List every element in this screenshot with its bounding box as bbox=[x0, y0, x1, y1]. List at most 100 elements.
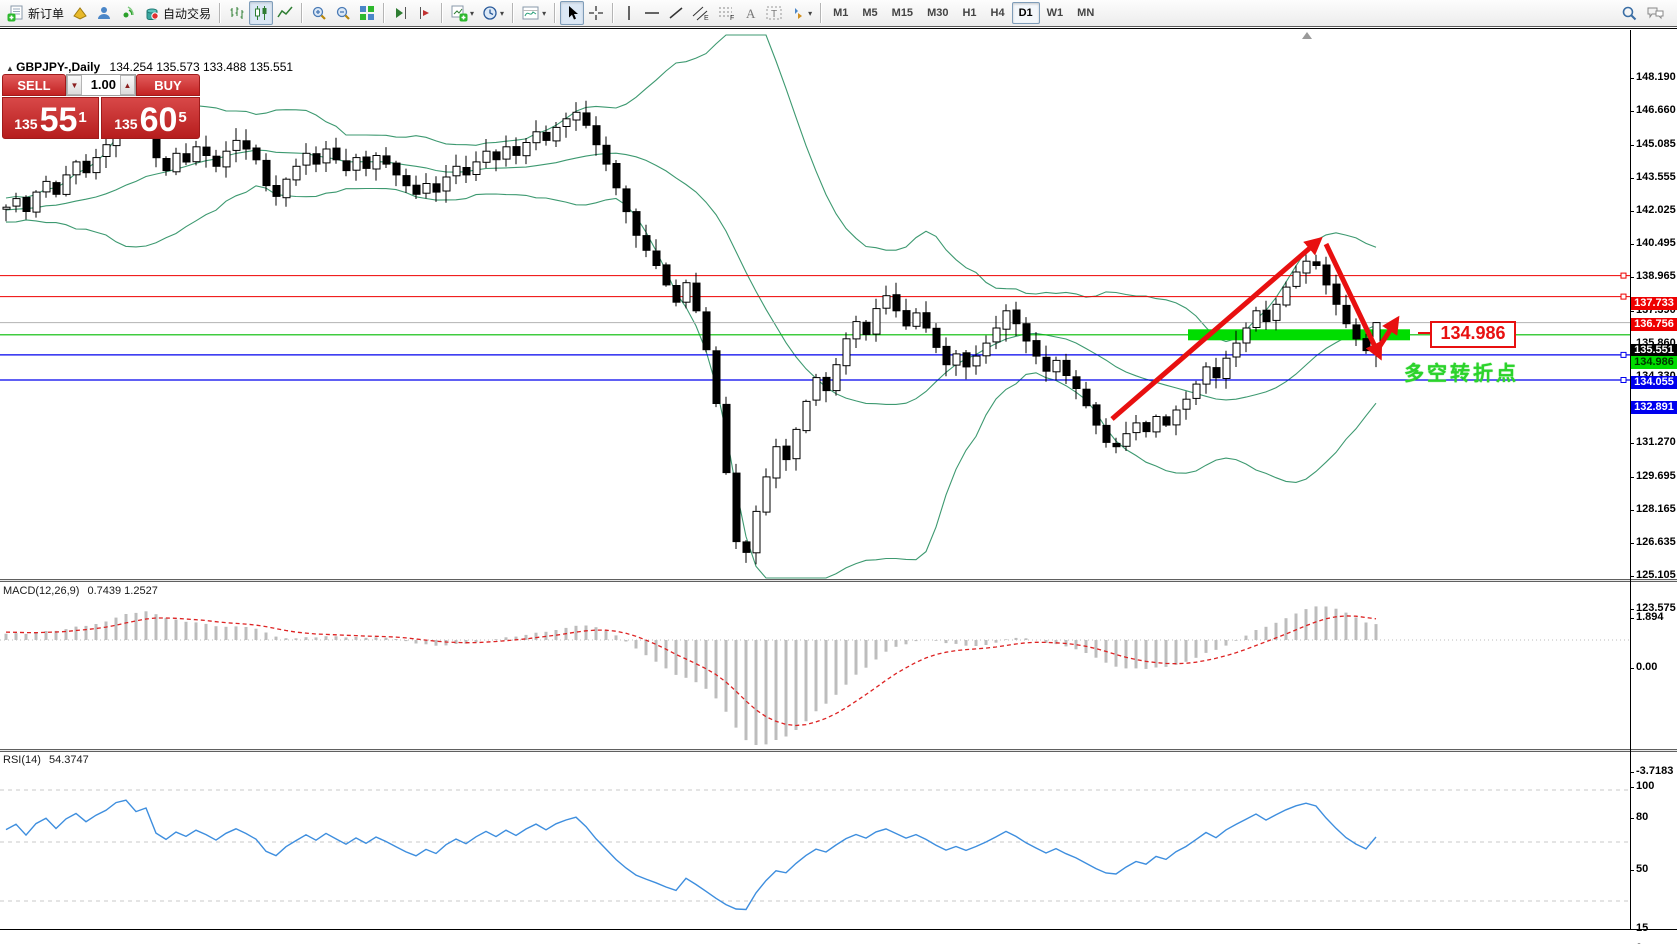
timeframe-m30[interactable]: M30 bbox=[927, 7, 949, 19]
channel-button[interactable]: E bbox=[688, 1, 714, 25]
search-button[interactable] bbox=[1617, 1, 1642, 25]
rsi-pane-splitter[interactable] bbox=[0, 749, 1677, 752]
indicator-tick-label: 15 bbox=[1636, 922, 1649, 934]
chart-shift-button[interactable] bbox=[413, 1, 437, 25]
trend-arrow[interactable] bbox=[1110, 236, 1323, 421]
toolbar-separator bbox=[512, 3, 515, 23]
auto-scroll-button[interactable] bbox=[389, 1, 413, 25]
indicator-tick bbox=[1630, 772, 1634, 773]
sell-price-button[interactable]: 135 55 1 bbox=[2, 97, 99, 139]
indicators-button[interactable]: ▾ bbox=[518, 1, 550, 25]
price-tick bbox=[1630, 442, 1634, 444]
price-level-badge: 132.891 bbox=[1631, 401, 1677, 415]
text-label-button[interactable]: T bbox=[762, 1, 786, 25]
price-tick-label: 128.165 bbox=[1636, 502, 1676, 515]
price-tick-label: 148.190 bbox=[1636, 71, 1676, 83]
cursor-group bbox=[559, 1, 609, 26]
indicator-window-icon bbox=[522, 5, 540, 21]
timeframe-m15[interactable]: M15 bbox=[891, 7, 914, 19]
crosshair-button[interactable] bbox=[584, 1, 608, 25]
mql5-icon bbox=[96, 5, 112, 21]
metaeditor-button[interactable] bbox=[68, 1, 92, 25]
indicator-tick-label: 100 bbox=[1636, 780, 1655, 792]
zoom-in-button[interactable] bbox=[307, 1, 331, 25]
price-tick bbox=[1630, 210, 1634, 212]
one-click-trading-panel: SELL ▼ 1.00 ▲ BUY 135 55 1 135 60 5 bbox=[2, 74, 200, 139]
toolbar-right-group bbox=[1617, 1, 1675, 25]
timeframe-h4[interactable]: H4 bbox=[990, 7, 1005, 19]
line-chart-button[interactable] bbox=[273, 1, 297, 25]
signals-button[interactable] bbox=[116, 1, 140, 25]
support-price-label[interactable]: 134.986 bbox=[1430, 321, 1516, 348]
sell-button[interactable]: SELL bbox=[2, 74, 66, 96]
price-tick-label: 126.635 bbox=[1636, 535, 1676, 548]
chart-shift-marker[interactable] bbox=[1302, 32, 1312, 39]
mql5-community-button[interactable] bbox=[92, 1, 116, 25]
svg-text:A: A bbox=[746, 6, 756, 21]
vertical-line-icon bbox=[622, 5, 636, 21]
buy-price-button[interactable]: 135 60 5 bbox=[101, 97, 200, 139]
toolbar-separator bbox=[383, 3, 386, 23]
price-tick-label: 125.105 bbox=[1636, 568, 1676, 581]
autotrading-icon bbox=[144, 5, 160, 21]
timeframe-mn[interactable]: MN bbox=[1077, 7, 1095, 19]
price-tick bbox=[1630, 177, 1634, 179]
price-tick bbox=[1630, 276, 1634, 278]
candlestick-button[interactable] bbox=[249, 1, 274, 25]
trend-arrow[interactable] bbox=[1373, 315, 1400, 354]
chart-canvas[interactable] bbox=[0, 29, 1677, 944]
chart-shift-icon bbox=[417, 5, 433, 21]
price-tick bbox=[1630, 243, 1634, 245]
svg-text:E: E bbox=[704, 15, 709, 21]
rsi-value: 54.3747 bbox=[48, 754, 89, 766]
price-level-badge: 135.551 bbox=[1631, 344, 1677, 358]
new-order-button-label: 新订单 bbox=[28, 6, 65, 21]
rsi-name: RSI(14) bbox=[3, 754, 41, 766]
vertical-line-button[interactable] bbox=[618, 1, 640, 25]
buy-price-pip: 5 bbox=[178, 109, 187, 126]
indicator-tick bbox=[1630, 929, 1634, 930]
text-button[interactable]: A bbox=[740, 1, 762, 25]
macd-pane-splitter[interactable] bbox=[0, 579, 1677, 582]
buy-button[interactable]: BUY bbox=[136, 74, 200, 96]
crosshair-icon bbox=[588, 5, 604, 21]
timeframe-m1[interactable]: M1 bbox=[833, 7, 849, 19]
periods-button[interactable]: ▾ bbox=[478, 1, 508, 25]
indicator-tick-label: 0.00 bbox=[1636, 661, 1658, 673]
new-order-button[interactable]: 新订单 bbox=[3, 1, 68, 25]
zoom-out-button[interactable] bbox=[331, 1, 355, 25]
autotrading-button[interactable]: 自动交易 bbox=[140, 1, 215, 25]
timeframe-w1[interactable]: W1 bbox=[1046, 7, 1064, 19]
price-tick bbox=[1630, 78, 1634, 79]
trendline-button[interactable] bbox=[664, 1, 688, 25]
price-tick-label: 140.495 bbox=[1636, 236, 1676, 249]
price-tick-label: 142.025 bbox=[1636, 203, 1676, 216]
horizontal-line-icon bbox=[644, 5, 660, 21]
symbol-period-label: GBPJPY-,Daily bbox=[16, 60, 101, 74]
new-chart-button[interactable]: ▾ bbox=[447, 1, 478, 25]
turning-point-annotation[interactable]: 多空转折点 bbox=[1404, 363, 1519, 385]
arrows-button[interactable]: ▾ bbox=[786, 1, 816, 25]
toolbar-separator bbox=[554, 3, 557, 23]
indicator-tick bbox=[1630, 787, 1634, 788]
sell-price-pip: 1 bbox=[78, 109, 87, 126]
chat-button[interactable] bbox=[1642, 1, 1669, 25]
bar-chart-button[interactable] bbox=[225, 1, 249, 25]
volume-increase-button[interactable]: ▲ bbox=[120, 75, 135, 95]
timeframe-m5[interactable]: M5 bbox=[862, 7, 878, 19]
horizontal-line-button[interactable] bbox=[640, 1, 664, 25]
timeframe-h1[interactable]: H1 bbox=[962, 7, 977, 19]
timeframe-d1[interactable]: D1 bbox=[1011, 2, 1040, 24]
cursor-button[interactable] bbox=[560, 1, 585, 25]
text-icon: A bbox=[744, 5, 758, 21]
indicator-group: ▾ bbox=[517, 1, 551, 26]
volume-decrease-button[interactable]: ▼ bbox=[67, 75, 82, 95]
support-zone-bar[interactable] bbox=[1188, 329, 1410, 341]
profile-group: ▾ ▾ bbox=[446, 1, 509, 26]
trend-arrow[interactable] bbox=[1323, 242, 1383, 361]
fibonacci-button[interactable]: F bbox=[714, 1, 740, 25]
metaeditor-icon bbox=[72, 5, 88, 21]
tile-windows-button[interactable] bbox=[355, 1, 379, 25]
price-level-badge: 134.055 bbox=[1631, 376, 1677, 390]
volume-input[interactable]: 1.00 bbox=[90, 77, 116, 92]
